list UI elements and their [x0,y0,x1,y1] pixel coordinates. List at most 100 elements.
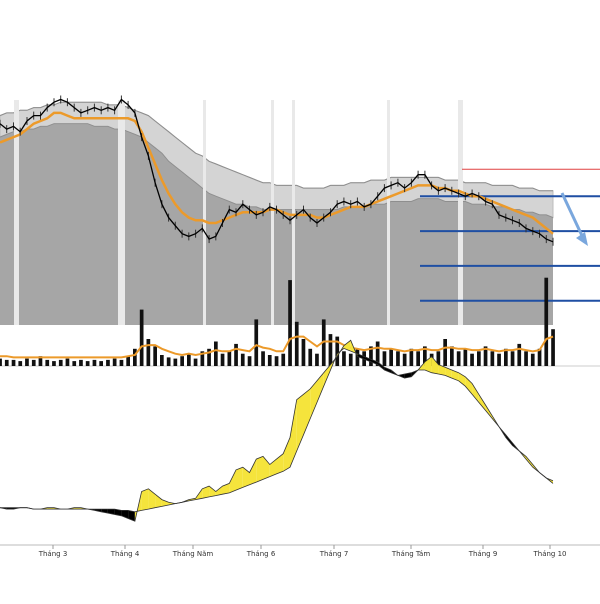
oscillator-fill-53 [357,353,365,360]
volume-bar-29 [193,358,198,366]
oscillator-fill-56 [377,361,385,370]
oscillator-fill-65 [438,364,446,376]
volume-bar-61 [409,348,414,366]
oscillator-fill-78 [526,456,533,468]
oscillator-line-b [0,347,554,513]
oscillator-fill-75 [505,434,513,446]
oscillator-fill-23 [155,494,162,508]
oscillator-fill-44 [296,394,304,451]
volume-bar-41 [274,356,279,366]
price-panel-gaps [14,100,463,325]
oscillator-fill-38 [256,456,263,483]
volume-bar-81 [544,277,549,366]
volume-bar-7 [45,359,50,366]
volume-bar-14 [92,359,97,366]
oscillator-fill-48 [323,364,331,387]
volume-bar-12 [79,359,83,366]
volume-bar-82 [551,329,555,366]
oscillator-fill-19 [128,510,135,522]
oscillator-fill-47 [317,372,324,403]
volume-bar-11 [72,361,77,366]
volume-bar-25 [166,357,171,366]
volume-bar-23 [153,346,157,366]
oscillator-fill-42 [283,437,290,472]
volume-bar-50 [335,336,340,366]
volume-bar-66 [443,339,447,366]
volume-bar-8 [52,361,56,366]
oscillator-line-a [0,339,554,522]
volume-bar-20 [133,348,137,366]
volume-bar-6 [38,356,43,366]
volume-bar-59 [396,351,400,366]
volume-bar-3 [18,361,23,366]
volume-bar-51 [342,351,346,366]
volume-bar-53 [355,348,360,366]
volume-bar-2 [11,359,16,366]
volume-bar-16 [106,359,110,366]
oscillator-fill-46 [310,380,317,419]
band-gap-2 [203,100,206,325]
volume-bar-35 [234,343,238,366]
volume-bar-76 [510,351,515,366]
oscillator-fill-36 [242,467,250,488]
volume-bar-72 [483,346,488,366]
volume-bar-40 [267,355,272,366]
oscillator-fill-22 [148,488,156,510]
oscillator-fill-24 [161,499,169,507]
volume-bar-38 [254,319,259,366]
volume-bar-22 [146,339,151,366]
x-axis: Tháng 3 Tháng 4 Tháng Năm Tháng 6 Tháng 7 Thá… [0,544,600,558]
volume-bar-36 [240,353,245,366]
oscillator-fill-45 [303,388,311,435]
volume-bar-55 [369,346,373,366]
x-axis-label-3: Tháng 6 [246,550,276,558]
volume-bar-30 [200,351,205,366]
oscillator-fill-35 [236,467,243,491]
oscillator-fill-32 [215,486,223,496]
volume-bar-34 [227,351,232,366]
volume-layer [0,277,600,367]
volume-bar-1 [4,359,9,366]
volume-bar-75 [504,348,508,366]
volume-bar-44 [294,321,299,366]
oscillator-fill-51 [343,340,351,352]
projection-arrow-head [576,232,588,246]
volume-bar-68 [456,351,461,366]
volume-bar-47 [315,353,319,366]
volume-bar-42 [281,353,286,366]
volume-bar-69 [463,348,468,366]
oscillator-fill-34 [229,469,236,493]
volume-bar-56 [375,341,380,366]
volume-bar-13 [85,361,90,366]
volume-bar-10 [65,358,70,366]
oscillator-layer [0,339,554,522]
oscillator-fill-37 [249,459,257,485]
volume-bar-79 [530,353,535,366]
volume-bar-18 [119,359,124,366]
oscillator-fill-43 [290,399,297,468]
volume-bar-43 [288,280,292,366]
volume-bar-74 [497,353,501,366]
volume-bar-49 [328,334,333,366]
band-gap-6 [458,100,463,325]
oscillator-fill-70 [472,383,479,403]
price-line [0,98,554,243]
oscillator-fill-64 [431,356,439,374]
volume-bar-27 [180,356,184,366]
x-axis-label-5: Tháng Tám [391,550,431,558]
volume-bar-63 [423,346,427,366]
oscillator-fill-55 [370,359,378,365]
volume-bar-24 [160,355,164,366]
band-gap-5 [387,100,390,325]
band-gap-4 [292,100,295,325]
x-axis-label-4: Tháng 7 [319,550,349,558]
volume-bar-32 [214,341,218,366]
volume-bar-0 [0,358,2,366]
volume-bar-62 [416,351,420,366]
volume-bar-58 [389,348,393,366]
volume-bar-45 [301,339,306,366]
oscillator-fill-54 [364,356,371,362]
volume-bar-37 [247,356,252,366]
volume-bar-57 [382,351,387,366]
